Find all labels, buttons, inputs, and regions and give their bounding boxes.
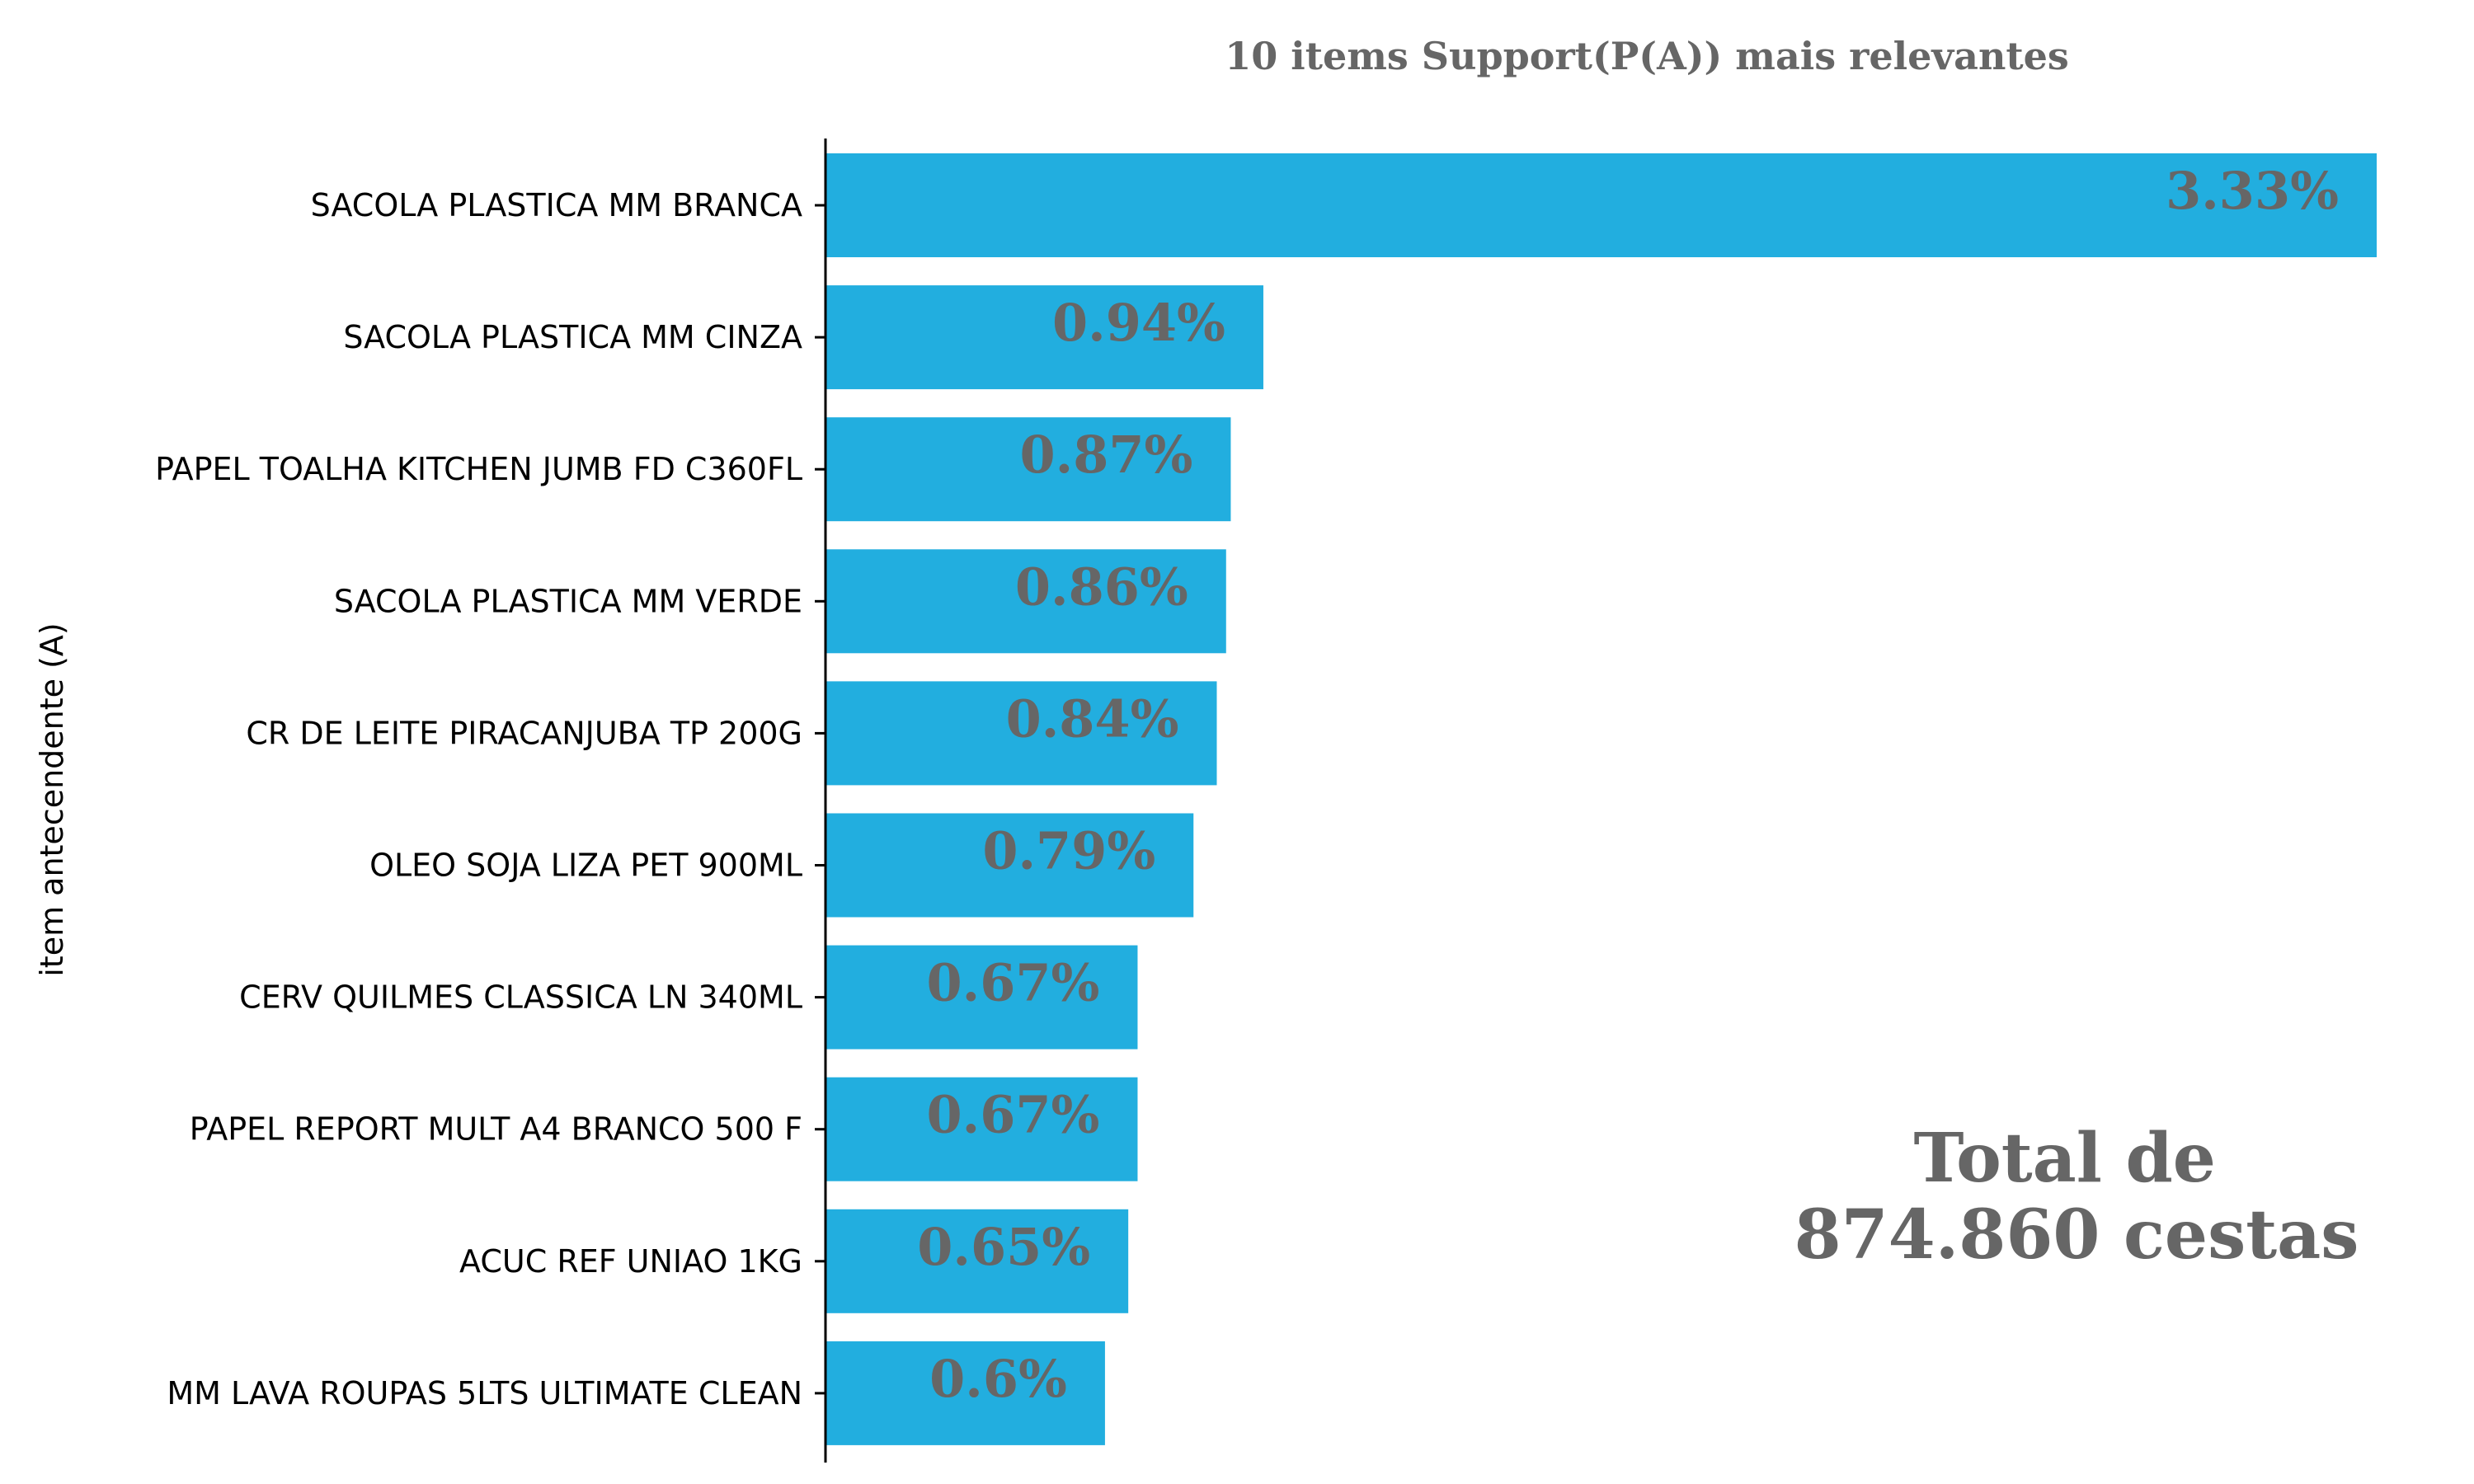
- y-axis-label: item antecendente (A): [34, 622, 70, 977]
- data-label-8: 0.67%: [927, 1085, 1100, 1145]
- y-tick-label-5: CR DE LEITE PIRACANJUBA TP 200G: [246, 715, 802, 751]
- data-label-2: 0.94%: [1052, 293, 1225, 353]
- bar-8: [825, 1077, 1138, 1181]
- total-annotation-line2: 874.860 cestas: [1794, 1195, 2359, 1275]
- y-tick-label-9: ACUC REF UNIAO 1KG: [459, 1243, 802, 1280]
- total-annotation: Total de 874.860 cestas: [1794, 1119, 2359, 1275]
- data-label-10: 0.6%: [929, 1349, 1067, 1409]
- data-label-7: 0.67%: [927, 953, 1100, 1013]
- total-annotation-line1: Total de: [1913, 1119, 2216, 1198]
- y-tick-label-3: PAPEL TOALHA KITCHEN JUMB FD C360FL: [155, 451, 802, 487]
- data-label-3: 0.87%: [1020, 425, 1193, 485]
- bar-9: [825, 1209, 1129, 1313]
- y-tick-label-4: SACOLA PLASTICA MM VERDE: [334, 583, 802, 619]
- bar-2: [825, 285, 1263, 390]
- bars-layer: [825, 153, 2377, 1445]
- bar-4: [825, 549, 1226, 654]
- y-tick-label-10: MM LAVA ROUPAS 5LTS ULTIMATE CLEAN: [167, 1375, 802, 1411]
- data-label-9: 0.65%: [917, 1217, 1090, 1277]
- y-tick-label-1: SACOLA PLASTICA MM BRANCA: [311, 187, 802, 223]
- data-label-4: 0.86%: [1015, 556, 1188, 617]
- bar-6: [825, 813, 1194, 918]
- y-tick-label-6: OLEO SOJA LIZA PET 900ML: [369, 848, 802, 884]
- bar-7: [825, 945, 1138, 1050]
- bar-10: [825, 1341, 1105, 1445]
- data-label-5: 0.84%: [1006, 688, 1179, 749]
- bar-1: [825, 153, 2377, 257]
- bar-3: [825, 417, 1231, 522]
- y-tick-label-8: PAPEL REPORT MULT A4 BRANCO 500 F: [190, 1111, 802, 1148]
- y-tick-label-2: SACOLA PLASTICA MM CINZA: [343, 319, 802, 355]
- chart-title: 10 items Support(P(A)) mais relevantes: [1225, 34, 2069, 78]
- data-label-6: 0.79%: [982, 821, 1155, 881]
- data-label-1: 3.33%: [2166, 161, 2339, 221]
- labels-layer: SACOLA PLASTICA MM BRANCA 3.33% SACOLA PLA…: [155, 161, 2339, 1411]
- bar-5: [825, 681, 1217, 786]
- y-tick-label-7: CERV QUILMES CLASSICA LN 340ML: [239, 979, 802, 1016]
